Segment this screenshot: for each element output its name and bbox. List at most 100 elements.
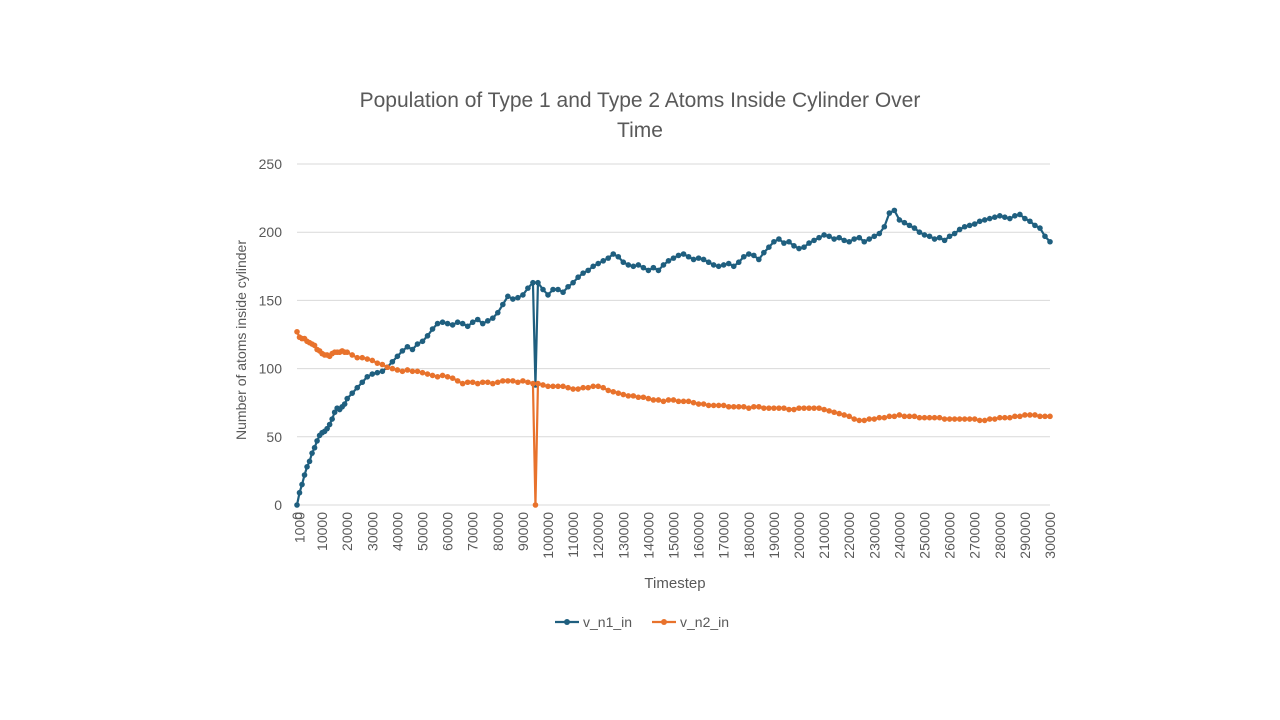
data-point (816, 234, 822, 241)
data-point (821, 232, 827, 238)
data-point (409, 368, 416, 375)
data-point (550, 383, 556, 390)
data-point (906, 413, 913, 420)
data-point (665, 397, 672, 403)
data-point (956, 226, 963, 233)
data-point (374, 369, 381, 376)
data-point (474, 316, 481, 323)
data-point (756, 256, 762, 263)
data-point (434, 320, 441, 327)
data-point (585, 384, 591, 391)
x-tick-label: 200000 (791, 512, 807, 559)
data-point (414, 368, 421, 375)
data-point (730, 263, 737, 270)
data-point (349, 352, 356, 358)
data-point (861, 238, 868, 245)
data-point (404, 367, 411, 373)
data-point (354, 384, 361, 391)
data-point (991, 416, 998, 422)
data-point (595, 260, 601, 267)
data-point (424, 371, 431, 377)
data-point (916, 414, 923, 421)
x-tick-label: 90000 (515, 512, 531, 551)
x-tick-label: 1000 (292, 512, 308, 543)
data-point (926, 414, 933, 421)
data-point (570, 386, 576, 392)
chart-title-line-2: Time (617, 119, 663, 142)
data-point (966, 222, 973, 229)
legend: v_n1_in v_n2_in (555, 614, 729, 630)
data-point (911, 225, 918, 231)
data-point (615, 253, 622, 260)
data-point (535, 380, 541, 387)
data-point (976, 218, 983, 225)
data-point (369, 357, 376, 364)
data-point (866, 416, 873, 422)
data-point (394, 353, 401, 360)
data-point (816, 405, 822, 411)
data-point (525, 285, 531, 291)
data-point (1037, 413, 1043, 420)
data-point (941, 416, 948, 422)
x-tick-label: 300000 (1042, 512, 1058, 559)
data-point (299, 481, 305, 488)
data-point (296, 489, 303, 496)
data-point (695, 401, 702, 407)
data-point (766, 405, 772, 411)
data-point (826, 233, 832, 240)
series-lines (294, 207, 1053, 508)
data-point (901, 219, 908, 226)
data-point (856, 417, 863, 424)
data-point (931, 414, 938, 421)
data-point (725, 260, 732, 267)
data-point (886, 413, 893, 420)
data-point (469, 319, 476, 326)
data-point (886, 210, 893, 216)
data-point (856, 234, 863, 241)
data-point (439, 319, 446, 326)
data-point (901, 413, 908, 420)
data-point (1012, 213, 1018, 219)
data-point (735, 259, 742, 266)
data-point (821, 406, 827, 413)
data-point (314, 438, 320, 444)
data-point (301, 472, 308, 478)
data-point (419, 338, 426, 345)
x-tick-label: 50000 (415, 512, 431, 551)
data-point (881, 223, 888, 230)
data-point (730, 403, 737, 410)
data-point (851, 236, 858, 242)
data-point (454, 378, 461, 384)
data-point (1022, 412, 1028, 418)
data-point (761, 249, 767, 256)
data-point (846, 238, 852, 245)
data-point (610, 388, 617, 395)
data-point (746, 251, 752, 257)
data-point (304, 464, 310, 470)
x-tick-label: 270000 (967, 512, 983, 559)
data-point (555, 286, 561, 293)
data-point (479, 379, 486, 386)
data-point (861, 417, 868, 424)
data-point (495, 379, 501, 386)
data-point (1022, 215, 1028, 222)
data-point (444, 373, 451, 380)
data-point (555, 383, 561, 390)
data-point (746, 405, 752, 411)
data-point (836, 234, 842, 241)
gridlines (297, 163, 1050, 506)
data-point (801, 244, 807, 250)
data-point (911, 413, 918, 420)
legend-item-v_n1_in: v_n1_in (555, 614, 632, 630)
data-point (580, 270, 586, 276)
data-point (510, 296, 516, 302)
data-point (540, 286, 546, 293)
legend-swatch-marker (661, 619, 667, 625)
data-point (565, 384, 571, 391)
x-tick-label: 10000 (314, 512, 330, 551)
x-tick-label: 280000 (992, 512, 1008, 559)
data-point (379, 361, 386, 368)
data-point (851, 416, 858, 422)
data-point (625, 393, 632, 399)
data-point (871, 233, 878, 240)
